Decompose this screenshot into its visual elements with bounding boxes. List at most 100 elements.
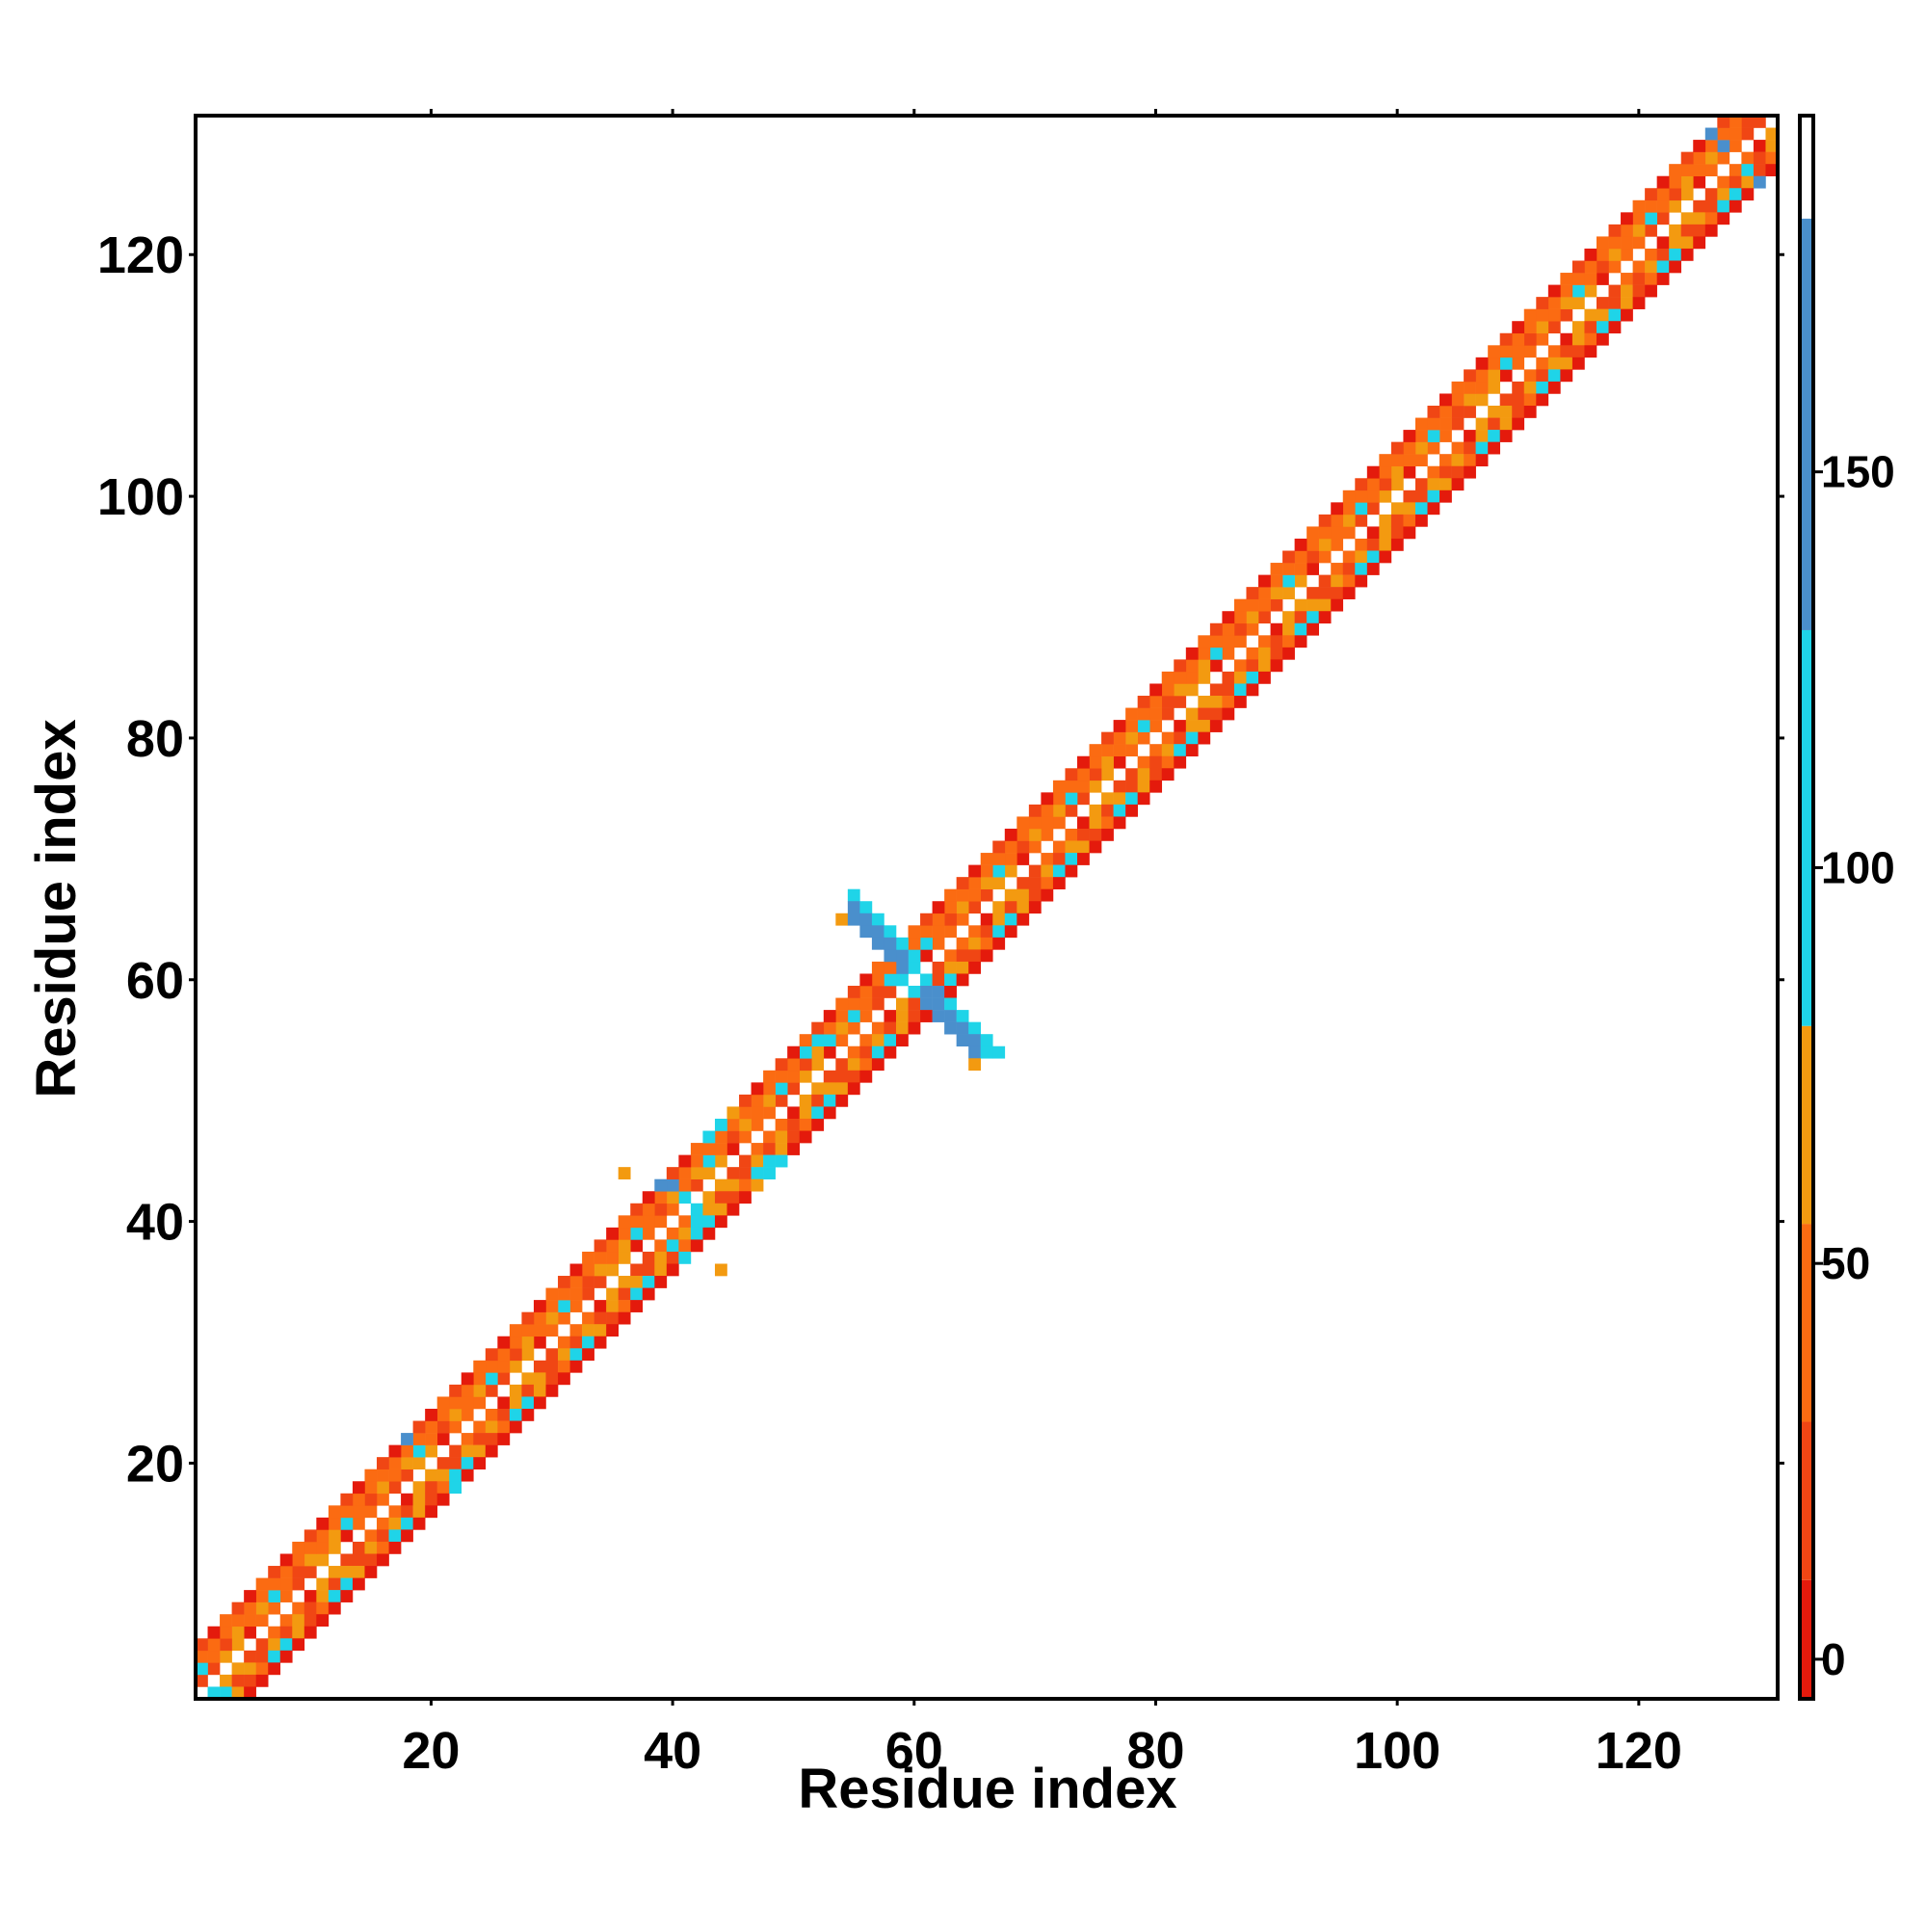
heatmap-cell xyxy=(944,913,957,926)
heatmap-cell xyxy=(569,1276,583,1288)
heatmap-cell xyxy=(1113,731,1126,745)
heatmap-cell xyxy=(1282,635,1295,648)
heatmap-cell xyxy=(944,901,957,914)
heatmap-cell xyxy=(244,1674,256,1687)
heatmap-cell xyxy=(1016,853,1030,865)
heatmap-cell xyxy=(714,1215,727,1229)
heatmap-cell xyxy=(1307,526,1319,540)
heatmap-cell xyxy=(244,1662,256,1676)
heatmap-cell xyxy=(920,949,933,963)
heatmap-cell xyxy=(739,1118,752,1131)
heatmap-cell xyxy=(485,1444,498,1458)
heatmap-cell xyxy=(1089,744,1102,757)
colorbar-segment xyxy=(1800,1421,1813,1580)
heatmap-cell xyxy=(449,1420,462,1434)
heatmap-cell xyxy=(811,1094,825,1107)
heatmap-cell xyxy=(1077,768,1090,781)
heatmap-cell xyxy=(1233,696,1247,708)
heatmap-cell xyxy=(1680,212,1694,225)
heatmap-cell xyxy=(968,877,982,889)
heatmap-cell xyxy=(461,1469,474,1482)
heatmap-cell xyxy=(1414,430,1428,442)
heatmap-cell xyxy=(1632,273,1646,285)
heatmap-cell xyxy=(1560,308,1573,322)
heatmap-cell xyxy=(377,1517,389,1530)
heatmap-cell xyxy=(328,1517,341,1530)
heatmap-cell xyxy=(1645,273,1657,285)
heatmap-cell xyxy=(1004,888,1017,902)
heatmap-cell xyxy=(412,1481,426,1495)
heatmap-cell xyxy=(690,1239,703,1253)
heatmap-cell xyxy=(207,1650,221,1663)
heatmap-cell xyxy=(1016,840,1030,854)
heatmap-cell xyxy=(304,1566,317,1578)
heatmap-cell xyxy=(1704,151,1718,165)
heatmap-cell xyxy=(255,1590,269,1602)
heatmap-cell xyxy=(739,1154,752,1168)
heatmap-cell xyxy=(1608,284,1622,298)
heatmap-cell xyxy=(1451,381,1465,394)
colorbar-tick-label: 0 xyxy=(1821,1634,1846,1684)
heatmap-cell xyxy=(751,1167,764,1179)
heatmap-cell xyxy=(1427,502,1440,516)
heatmap-cell xyxy=(509,1348,522,1362)
heatmap-cell xyxy=(1414,417,1428,431)
heatmap-cell xyxy=(871,1034,884,1047)
heatmap-cell xyxy=(292,1638,305,1652)
heatmap-cell xyxy=(1270,659,1283,673)
heatmap-cell xyxy=(1427,406,1440,418)
heatmap-cell xyxy=(1222,611,1235,624)
heatmap-cell xyxy=(1246,647,1259,660)
heatmap-cell xyxy=(1427,490,1440,503)
heatmap-cell xyxy=(1547,369,1561,383)
heatmap-cell xyxy=(895,937,909,950)
heatmap-cell xyxy=(1547,381,1561,394)
heatmap-cell xyxy=(630,1227,644,1240)
heatmap-cell xyxy=(1379,465,1392,479)
heatmap-cell xyxy=(968,937,982,950)
heatmap-cell xyxy=(835,1010,849,1022)
heatmap-cell xyxy=(292,1541,305,1554)
heatmap-cell xyxy=(871,973,884,987)
heatmap-cell xyxy=(1439,478,1452,491)
heatmap-cell xyxy=(763,1130,776,1144)
heatmap-cell xyxy=(207,1686,221,1700)
heatmap-cell xyxy=(1185,647,1199,660)
heatmap-cell xyxy=(920,913,933,926)
heatmap-cell xyxy=(1342,574,1356,588)
heatmap-cell xyxy=(521,1336,535,1349)
heatmap-cell xyxy=(1052,840,1066,854)
heatmap-cell xyxy=(1571,297,1585,309)
heatmap-cell xyxy=(1584,345,1597,358)
heatmap-cell xyxy=(1198,731,1211,745)
heatmap-cell xyxy=(1101,792,1114,806)
heatmap-cell xyxy=(1560,273,1573,285)
heatmap-cell xyxy=(932,986,945,998)
heatmap-cell xyxy=(279,1577,293,1591)
heatmap-cell xyxy=(690,1143,703,1155)
heatmap-cell xyxy=(377,1541,389,1554)
heatmap-cell xyxy=(1645,248,1657,261)
heatmap-cell xyxy=(908,997,921,1011)
heatmap-cell xyxy=(1101,828,1114,841)
heatmap-cell xyxy=(364,1566,378,1578)
heatmap-cell xyxy=(871,986,884,998)
heatmap-cell xyxy=(594,1300,607,1312)
heatmap-cell xyxy=(690,1215,703,1229)
heatmap-cell xyxy=(1065,853,1078,865)
heatmap-cell xyxy=(1693,236,1706,250)
heatmap-cell xyxy=(932,1010,945,1022)
heatmap-cell xyxy=(401,1529,413,1543)
heatmap-cell xyxy=(1137,731,1150,745)
heatmap-cell xyxy=(859,1070,873,1083)
heatmap-cell xyxy=(1149,683,1163,697)
heatmap-cell xyxy=(1342,563,1356,575)
heatmap-cell xyxy=(1318,611,1332,624)
heatmap-cell xyxy=(401,1457,413,1469)
heatmap-cell xyxy=(594,1239,607,1253)
heatmap-cell xyxy=(1717,199,1730,213)
heatmap-cell xyxy=(1512,381,1525,394)
heatmap-cell xyxy=(569,1336,583,1349)
heatmap-cell xyxy=(316,1517,330,1530)
heatmap-cell xyxy=(388,1481,402,1495)
